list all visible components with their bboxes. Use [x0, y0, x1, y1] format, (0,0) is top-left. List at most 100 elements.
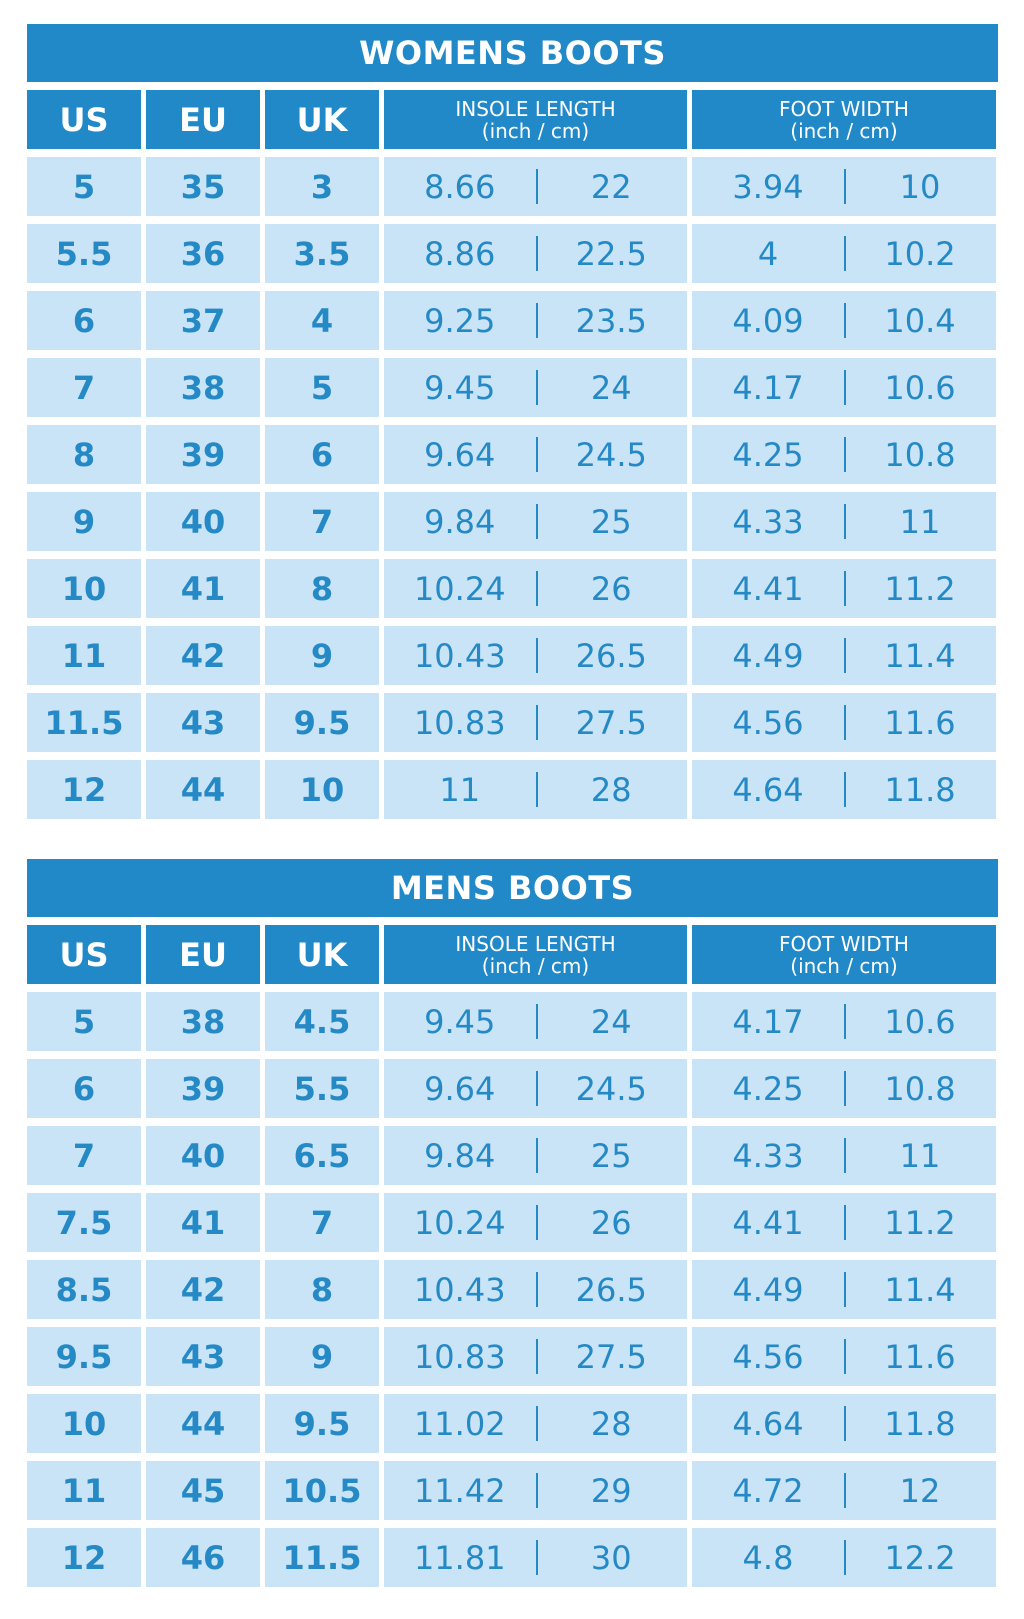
- cell-foot-width: 4.33 11: [692, 492, 996, 551]
- foot-width-inch: 4: [757, 234, 779, 273]
- cell-foot-width: 4.72 12: [692, 1461, 996, 1520]
- header-foot-width: FOOT WIDTH (inch / cm): [692, 90, 996, 149]
- table-row: 5.5 36 3.5 8.86 22.5 4 10.2: [27, 224, 998, 283]
- divider: [844, 638, 846, 673]
- header-insole-length: INSOLE LENGTH (inch / cm): [384, 90, 687, 149]
- divider: [844, 1004, 846, 1039]
- cell-eu: 39: [146, 1059, 260, 1118]
- cell-us: 6: [27, 1059, 141, 1118]
- divider: [844, 303, 846, 338]
- cell-insole-length: 10.83 27.5: [384, 1327, 687, 1386]
- divider: [844, 437, 846, 472]
- foot-width-cm: 11.2: [884, 1203, 956, 1242]
- insole-length-inch: 9.45: [424, 368, 496, 407]
- foot-width-inch: 4.8: [742, 1538, 794, 1577]
- cell-foot-width: 4.49 11.4: [692, 1260, 996, 1319]
- cell-us: 7: [27, 358, 141, 417]
- foot-width-cm: 11.4: [884, 636, 956, 675]
- cell-us: 7: [27, 1126, 141, 1185]
- cell-foot-width: 4.64 11.8: [692, 760, 996, 819]
- cell-eu: 46: [146, 1528, 260, 1587]
- table-row: 5 35 3 8.66 22 3.94 10: [27, 157, 998, 216]
- cell-foot-width: 4.41 11.2: [692, 1193, 996, 1252]
- cell-uk: 9.5: [265, 693, 379, 752]
- cell-insole-length: 9.64 24.5: [384, 425, 687, 484]
- cell-eu: 44: [146, 760, 260, 819]
- cell-eu: 42: [146, 1260, 260, 1319]
- table-row: 10 44 9.5 11.02 28 4.64 11.8: [27, 1394, 998, 1453]
- cell-foot-width: 4.17 10.6: [692, 358, 996, 417]
- insole-length-cm: 24.5: [575, 435, 647, 474]
- foot-width-cm: 10.6: [884, 1002, 956, 1041]
- insole-length-cm: 28: [590, 770, 632, 809]
- foot-width-cm: 11.4: [884, 1270, 956, 1309]
- cell-uk: 8: [265, 559, 379, 618]
- divider: [844, 1406, 846, 1441]
- divider: [844, 370, 846, 405]
- foot-width-cm: 12: [899, 1471, 941, 1510]
- cell-foot-width: 4.17 10.6: [692, 992, 996, 1051]
- insole-length-inch: 11.02: [413, 1404, 506, 1443]
- divider: [535, 1272, 538, 1307]
- insole-length-inch: 9.25: [424, 301, 496, 340]
- cell-uk: 9: [265, 626, 379, 685]
- insole-length-inch: 9.84: [424, 502, 496, 541]
- cell-us: 12: [27, 1528, 141, 1587]
- insole-length-cm: 26: [590, 569, 632, 608]
- header-label: FOOT WIDTH: [779, 931, 909, 956]
- divider: [535, 1004, 538, 1039]
- table-row: 7 40 6.5 9.84 25 4.33 11: [27, 1126, 998, 1185]
- foot-width-inch: 4.25: [732, 435, 804, 474]
- cell-eu: 45: [146, 1461, 260, 1520]
- foot-width-inch: 4.56: [732, 703, 804, 742]
- cell-foot-width: 4.64 11.8: [692, 1394, 996, 1453]
- cell-uk: 7: [265, 1193, 379, 1252]
- cell-uk: 6.5: [265, 1126, 379, 1185]
- header-row: US EU UK INSOLE LENGTH (inch / cm) FOOT W…: [27, 925, 998, 984]
- header-units: (inch / cm): [790, 118, 898, 143]
- divider: [535, 169, 538, 204]
- cell-insole-length: 10.24 26: [384, 1193, 687, 1252]
- foot-width-cm: 11: [899, 1136, 941, 1175]
- cell-eu: 40: [146, 1126, 260, 1185]
- header-units: (inch / cm): [481, 953, 590, 978]
- divider: [844, 504, 846, 539]
- cell-us: 10: [27, 559, 141, 618]
- insole-length-inch: 10.43: [413, 1270, 506, 1309]
- cell-foot-width: 4.33 11: [692, 1126, 996, 1185]
- insole-length-cm: 29: [590, 1471, 632, 1510]
- cell-uk: 9: [265, 1327, 379, 1386]
- foot-width-cm: 10.6: [884, 368, 956, 407]
- insole-length-cm: 23.5: [575, 301, 647, 340]
- divider: [844, 1473, 846, 1508]
- insole-length-inch: 10.83: [413, 1337, 506, 1376]
- cell-uk: 8: [265, 1260, 379, 1319]
- cell-us: 11: [27, 626, 141, 685]
- divider: [535, 504, 538, 539]
- foot-width-inch: 4.33: [732, 1136, 804, 1175]
- cell-insole-length: 9.84 25: [384, 1126, 687, 1185]
- cell-eu: 41: [146, 1193, 260, 1252]
- table-row: 6 37 4 9.25 23.5 4.09 10.4: [27, 291, 998, 350]
- cell-insole-length: 10.43 26.5: [384, 626, 687, 685]
- cell-us: 9: [27, 492, 141, 551]
- cell-insole-length: 11 28: [384, 760, 687, 819]
- insole-length-cm: 22.5: [575, 234, 647, 273]
- cell-us: 6: [27, 291, 141, 350]
- header-label: FOOT WIDTH: [779, 96, 909, 121]
- cell-foot-width: 4.09 10.4: [692, 291, 996, 350]
- divider: [535, 437, 538, 472]
- cell-insole-length: 11.81 30: [384, 1528, 687, 1587]
- table-body: 5 38 4.5 9.45 24 4.17 10.6 6 39 5.5 9.64 24.5 4.25 10…: [27, 992, 998, 1587]
- table-row: 6 39 5.5 9.64 24.5 4.25 10.8: [27, 1059, 998, 1118]
- insole-length-cm: 25: [590, 502, 632, 541]
- table-row: 9.5 43 9 10.83 27.5 4.56 11.6: [27, 1327, 998, 1386]
- cell-us: 9.5: [27, 1327, 141, 1386]
- cell-eu: 43: [146, 1327, 260, 1386]
- foot-width-cm: 10.2: [884, 234, 956, 273]
- divider: [844, 236, 846, 271]
- divider: [535, 303, 538, 338]
- divider: [844, 169, 846, 204]
- table-row: 10 41 8 10.24 26 4.41 11.2: [27, 559, 998, 618]
- cell-insole-length: 9.45 24: [384, 992, 687, 1051]
